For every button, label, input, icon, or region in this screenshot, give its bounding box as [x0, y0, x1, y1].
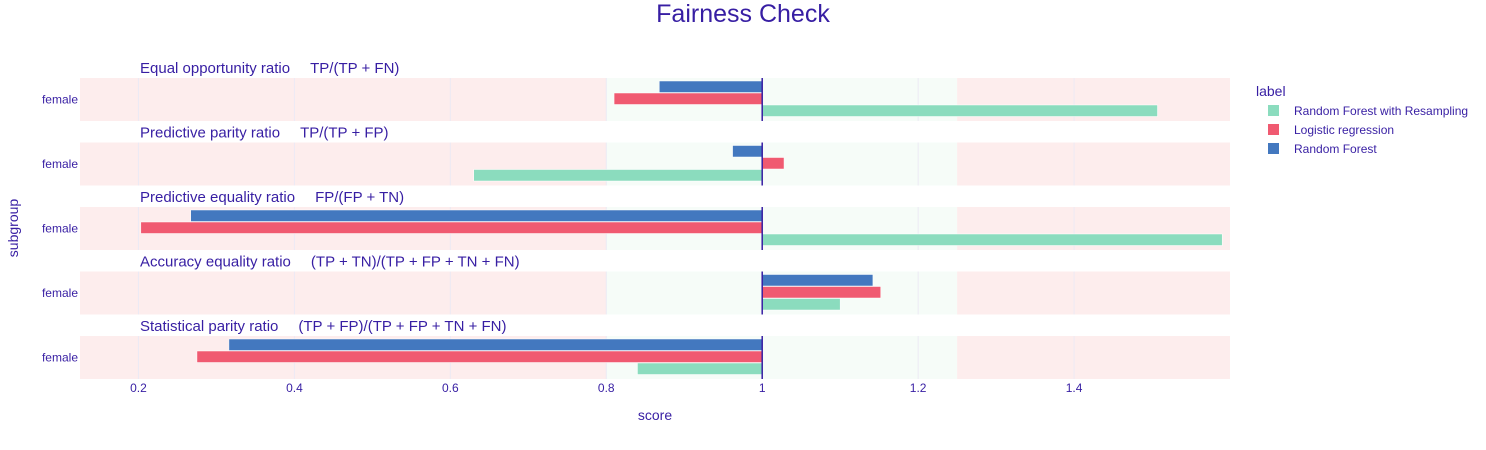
subgroup-label: female [42, 286, 78, 300]
x-tick-label: 0.4 [286, 381, 303, 395]
y-axis-title: subgroup [5, 199, 21, 258]
legend: label Random Forest with Resampling Logis… [1256, 83, 1468, 156]
legend-swatch [1268, 143, 1279, 154]
x-tick-label: 1 [759, 381, 766, 395]
panel-title: Accuracy equality ratio (TP + TN)/(TP + F… [140, 254, 520, 271]
panel: Predictive parity ratio TP/(TP + FP) femal… [42, 125, 1230, 186]
outside-range-band [957, 142, 1230, 186]
x-tick-label: 0.2 [130, 381, 147, 395]
metric-name: Accuracy equality ratio [140, 254, 291, 271]
bar [473, 169, 763, 182]
outside-range-band [80, 271, 607, 315]
bar [196, 350, 763, 363]
bar [637, 362, 763, 375]
metric-name: Predictive parity ratio [140, 125, 280, 142]
x-axis-title: score [638, 407, 672, 423]
subgroup-label: female [42, 157, 78, 171]
metric-formula: TP/(TP + FN) [310, 60, 399, 77]
bar [761, 298, 841, 311]
panel-title: Predictive parity ratio TP/(TP + FP) [140, 125, 389, 142]
legend-swatch [1268, 105, 1279, 116]
bar [761, 233, 1223, 246]
legend-item-label: Random Forest [1294, 142, 1377, 156]
panel: Accuracy equality ratio (TP + TN)/(TP + F… [42, 254, 1230, 315]
metric-formula: (TP + TN)/(TP + FP + TN + FN) [311, 254, 520, 271]
x-tick-label: 1.4 [1066, 381, 1083, 395]
metric-formula: (TP + FP)/(TP + FP + TN + FN) [298, 318, 506, 335]
panel: Equal opportunity ratio TP/(TP + FN) femal… [42, 60, 1230, 121]
outside-range-band [80, 78, 607, 121]
bar [761, 157, 785, 170]
metric-name: Equal opportunity ratio [140, 60, 290, 77]
outside-range-band [957, 271, 1230, 315]
x-tick-label: 1.2 [910, 381, 927, 395]
bar [613, 92, 763, 105]
legend-swatch [1268, 124, 1279, 135]
bar [761, 286, 881, 299]
subgroup-label: female [42, 93, 78, 107]
bar [761, 274, 874, 287]
x-axis-ticks: 0.2 0.4 0.6 0.8 1 1.2 1.4 [130, 381, 1083, 395]
subgroup-label: female [42, 222, 78, 236]
metric-name: Predictive equality ratio [140, 189, 295, 206]
bar [190, 209, 763, 222]
panel-title: Equal opportunity ratio TP/(TP + FN) [140, 60, 399, 77]
panel-title: Statistical parity ratio (TP + FP)/(TP + … [140, 318, 507, 335]
bar [761, 104, 1158, 117]
bar [140, 221, 763, 234]
legend-title: label [1256, 83, 1286, 99]
x-tick-label: 0.8 [598, 381, 615, 395]
bar [659, 80, 763, 93]
panel-title: Predictive equality ratio FP/(FP + TN) [140, 189, 404, 206]
legend-item-label: Random Forest with Resampling [1294, 104, 1468, 118]
chart-title: Fairness Check [656, 0, 830, 28]
legend-item-label: Logistic regression [1294, 123, 1394, 137]
outside-range-band [957, 336, 1230, 379]
x-tick-label: 0.6 [442, 381, 459, 395]
bar [732, 145, 763, 158]
subgroup-label: female [42, 351, 78, 365]
metric-formula: TP/(TP + FP) [300, 125, 388, 142]
panel: Statistical parity ratio (TP + FP)/(TP + … [42, 318, 1230, 379]
panel: Predictive equality ratio FP/(FP + TN) fem… [42, 189, 1230, 250]
bar [228, 338, 763, 351]
panels: Equal opportunity ratio TP/(TP + FN) femal… [42, 60, 1230, 379]
metric-formula: FP/(FP + TN) [315, 189, 404, 206]
metric-name: Statistical parity ratio [140, 318, 278, 335]
